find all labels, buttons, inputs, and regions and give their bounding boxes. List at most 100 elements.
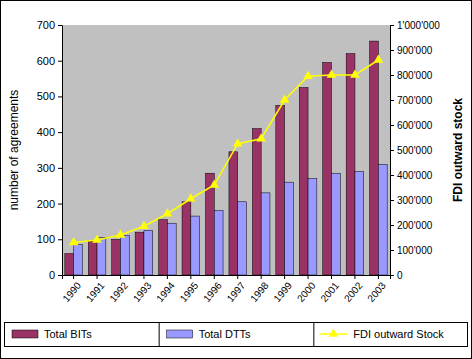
y2-axis: 0100'000200'000300'000400'000500'000600'… xyxy=(390,20,440,281)
bar-series xyxy=(74,164,388,275)
tick: 100'000 xyxy=(390,245,433,256)
tick: 2003 xyxy=(365,275,388,304)
tick-label: 300 xyxy=(37,162,55,174)
bar xyxy=(97,238,106,276)
tick-label: 1995 xyxy=(178,280,201,304)
bar xyxy=(205,173,214,275)
marker xyxy=(233,138,243,146)
tick: 1991 xyxy=(84,275,107,304)
bar xyxy=(229,152,238,275)
tick-mark xyxy=(237,275,238,279)
tick-label: 200 xyxy=(37,198,55,210)
tick: 600'000 xyxy=(390,120,433,131)
plot-background xyxy=(62,25,390,275)
tick: 1993 xyxy=(131,275,154,304)
tick-label: 500 xyxy=(37,90,55,102)
tick-mark xyxy=(120,275,121,279)
tick-mark xyxy=(390,75,394,76)
tick-mark xyxy=(190,275,191,279)
tick-label: 300'000 xyxy=(397,195,433,206)
bar xyxy=(144,230,153,275)
tick-mark xyxy=(214,275,215,279)
tick: 200 xyxy=(37,198,62,210)
tick: 700 xyxy=(37,19,62,31)
tick-mark xyxy=(390,100,394,101)
tick-label: 0 xyxy=(49,269,55,281)
tick: 500 xyxy=(37,90,62,102)
axis-line xyxy=(58,26,63,276)
tick: 0 xyxy=(49,269,62,281)
y-axis-title: number of agreements xyxy=(7,90,21,211)
marker xyxy=(186,193,196,201)
bar xyxy=(120,236,129,275)
tick-label: 1992 xyxy=(107,280,130,304)
bar xyxy=(182,202,191,275)
tick-label: 400'000 xyxy=(397,170,433,181)
tick-mark xyxy=(390,150,394,151)
tick-mark xyxy=(390,250,394,251)
tick-label: 2002 xyxy=(342,280,365,304)
tick: 1'000'000 xyxy=(390,20,440,31)
tick-label: 100 xyxy=(37,233,55,245)
tick: 2001 xyxy=(318,275,341,304)
bar xyxy=(370,41,379,275)
marker xyxy=(69,237,79,245)
y2-axis-title: FDI outward stock xyxy=(451,98,465,202)
plot: 0 100 200 300 400 500 600 700 0 100'000 200'000 300… xyxy=(37,19,441,304)
chart: 0 100 200 300 400 500 600 700 0 100'000 200'000 300… xyxy=(0,0,472,359)
marker xyxy=(256,133,266,141)
tick: 400 xyxy=(37,126,62,138)
tick-label: 200'000 xyxy=(397,220,433,231)
tick-mark xyxy=(390,125,394,126)
tick: 700'000 xyxy=(390,95,433,106)
legend-marker xyxy=(329,328,339,336)
tick-label: 1998 xyxy=(248,280,271,304)
tick-mark xyxy=(261,275,262,279)
tick: 2002 xyxy=(342,275,365,304)
tick-label: 400 xyxy=(37,126,55,138)
tick-label: 700'000 xyxy=(397,95,433,106)
legend-label: Total DTTs xyxy=(199,328,251,340)
marker xyxy=(280,94,290,102)
legend-item: FDI outward Stock xyxy=(314,322,444,346)
bar xyxy=(112,239,121,275)
bar xyxy=(308,179,317,275)
tick-mark xyxy=(58,204,62,205)
tick-label: 1997 xyxy=(225,280,248,304)
tick-label: 2000 xyxy=(295,280,318,304)
legend-label: FDI outward Stock xyxy=(353,328,444,340)
tick-mark xyxy=(390,200,394,201)
bar xyxy=(355,171,364,275)
tick-label: 600'000 xyxy=(397,120,433,131)
bar xyxy=(191,216,200,275)
tick-label: 1993 xyxy=(131,280,154,304)
tick: 600 xyxy=(37,55,62,67)
legend-divider xyxy=(159,322,160,346)
tick-mark xyxy=(58,96,62,97)
tick-label: 2003 xyxy=(365,280,388,304)
tick-mark xyxy=(284,275,285,279)
tick-label: 600 xyxy=(37,55,55,67)
markers xyxy=(69,54,383,245)
tick: 100 xyxy=(37,233,62,245)
marker xyxy=(139,221,149,229)
tick: 300 xyxy=(37,162,62,174)
legend-item: Total BITs xyxy=(12,328,92,340)
tick: 900'000 xyxy=(390,45,433,56)
tick: 1999 xyxy=(271,275,294,304)
tick-mark xyxy=(167,275,168,279)
tick: 1995 xyxy=(178,275,201,304)
tick-label: 100'000 xyxy=(397,245,433,256)
marker xyxy=(350,69,360,77)
marker xyxy=(209,179,219,187)
axis-line xyxy=(63,276,391,280)
tick: 200'000 xyxy=(390,220,433,231)
tick-label: 1990 xyxy=(60,280,83,304)
tick-label: 1994 xyxy=(154,280,177,304)
tick-mark xyxy=(308,275,309,279)
legend-frame xyxy=(5,323,468,347)
tick: 0 xyxy=(390,270,403,281)
tick-mark xyxy=(58,132,62,133)
bar xyxy=(135,232,144,275)
tick-mark xyxy=(378,275,379,279)
